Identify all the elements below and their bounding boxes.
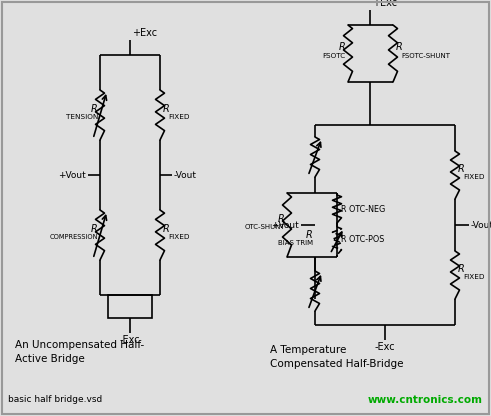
- Text: OTC-SHUNT: OTC-SHUNT: [244, 224, 285, 230]
- Text: R: R: [277, 214, 284, 224]
- Text: Compensated Half-Bridge: Compensated Half-Bridge: [270, 359, 404, 369]
- Text: +Vout: +Vout: [271, 220, 299, 230]
- Text: R OTC-NEG: R OTC-NEG: [341, 205, 385, 213]
- Text: FIXED: FIXED: [168, 234, 190, 240]
- Text: R: R: [305, 230, 312, 240]
- Text: R: R: [338, 42, 345, 52]
- Text: R: R: [90, 224, 97, 234]
- Text: A Temperature: A Temperature: [270, 345, 346, 355]
- Bar: [108, 295, 152, 318]
- Text: COMPRESSION: COMPRESSION: [50, 234, 98, 240]
- Text: -Vout: -Vout: [471, 220, 491, 230]
- Text: TENSION: TENSION: [66, 114, 98, 120]
- Text: R: R: [458, 264, 465, 274]
- Text: BIAS TRIM: BIAS TRIM: [278, 240, 313, 246]
- Text: +Exc: +Exc: [132, 28, 157, 38]
- Text: R: R: [163, 224, 170, 234]
- Text: www.cntronics.com: www.cntronics.com: [368, 395, 483, 405]
- Text: R: R: [163, 104, 170, 114]
- Text: Active Bridge: Active Bridge: [15, 354, 85, 364]
- Text: +Vout: +Vout: [58, 171, 86, 179]
- Text: FIXED: FIXED: [463, 274, 485, 280]
- Text: -Vout: -Vout: [174, 171, 197, 179]
- Text: R: R: [396, 42, 403, 52]
- Text: -Exc: -Exc: [375, 342, 395, 352]
- Text: -Exc: -Exc: [120, 335, 140, 345]
- Text: R: R: [90, 104, 97, 114]
- Text: FIXED: FIXED: [463, 174, 485, 180]
- Text: FIXED: FIXED: [168, 114, 190, 120]
- Text: +Exc: +Exc: [373, 0, 398, 8]
- Text: R OTC-POS: R OTC-POS: [341, 235, 384, 243]
- Text: basic half bridge.vsd: basic half bridge.vsd: [8, 396, 102, 404]
- Text: R: R: [458, 164, 465, 174]
- Text: An Uncompensated Half-: An Uncompensated Half-: [15, 340, 144, 350]
- Text: FSOTC: FSOTC: [323, 52, 346, 59]
- Text: FSOTC-SHUNT: FSOTC-SHUNT: [401, 52, 450, 59]
